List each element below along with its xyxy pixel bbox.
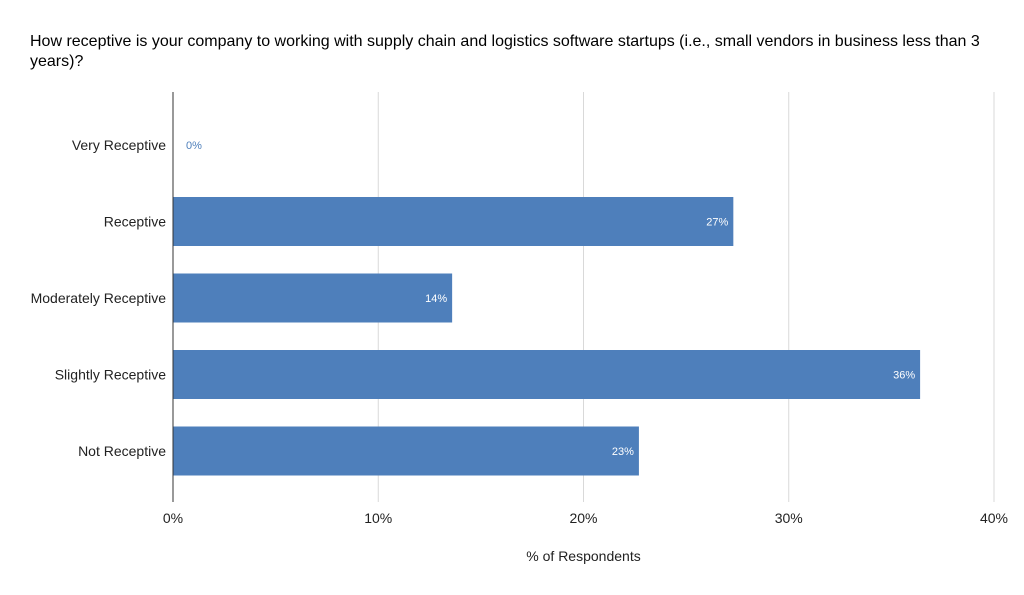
data-label-1: 27% <box>706 217 728 229</box>
category-label-4: Not Receptive <box>78 443 166 459</box>
data-label-2: 14% <box>425 293 447 305</box>
category-label-0: Very Receptive <box>72 137 166 153</box>
data-label-0: 0% <box>186 140 202 152</box>
bar-3 <box>173 350 921 399</box>
x-tick-label-40: 40% <box>980 510 1008 526</box>
data-label-3: 36% <box>893 370 915 382</box>
bar-2 <box>173 273 453 323</box>
x-tick-label-20: 20% <box>569 510 597 526</box>
category-label-1: Receptive <box>104 214 166 230</box>
x-axis-title: % of Respondents <box>526 548 640 564</box>
category-label-3: Slightly Receptive <box>55 367 166 383</box>
x-tick-label-0: 0% <box>163 510 183 526</box>
category-label-2: Moderately Receptive <box>31 290 167 306</box>
x-tick-label-30: 30% <box>775 510 803 526</box>
chart-title: How receptive is your company to working… <box>30 33 980 70</box>
bar-1 <box>173 197 734 246</box>
bar-4 <box>173 426 639 476</box>
x-tick-label-10: 10% <box>364 510 392 526</box>
data-label-4: 23% <box>612 446 634 458</box>
